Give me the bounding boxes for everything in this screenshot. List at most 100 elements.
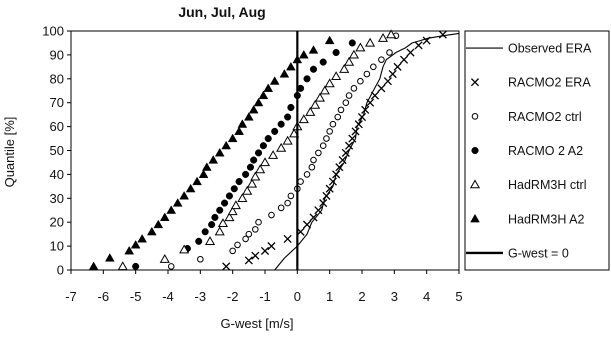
- point-racmo2-ctrl: [252, 226, 259, 233]
- point-hadrm3h-a2: [269, 76, 280, 85]
- point-racmo-2-a2: [216, 206, 224, 214]
- point-racmo-2-a2: [254, 149, 263, 157]
- point-racmo2-ctrl: [337, 106, 345, 114]
- y-tick-label: 90: [50, 47, 64, 62]
- point-racmo2-ctrl: [378, 56, 385, 63]
- point-racmo2-ctrl: [287, 192, 295, 200]
- point-racmo2-era: [325, 184, 334, 193]
- point-racmo-2-a2: [235, 178, 243, 186]
- y-tick-label: 80: [50, 71, 64, 86]
- point-hadrm3h-ctrl: [305, 107, 316, 116]
- y-tick-label: 100: [42, 24, 64, 39]
- y-tick-label: 30: [50, 191, 64, 206]
- point-racmo2-ctrl: [342, 99, 350, 106]
- point-hadrm3h-a2: [221, 140, 232, 150]
- point-racmo2-era: [361, 105, 370, 114]
- point-racmo-2-a2: [132, 262, 140, 270]
- point-racmo-2-a2: [201, 228, 209, 236]
- legend-swatch-hadrm3h-a2: [470, 213, 480, 223]
- point-racmo-2-a2: [332, 48, 340, 57]
- point-hadrm3h-a2: [185, 183, 196, 193]
- point-racmo2-era: [267, 242, 276, 251]
- point-hadrm3h-a2: [308, 45, 319, 54]
- point-hadrm3h-a2: [248, 104, 259, 114]
- x-tick-label: -3: [195, 289, 207, 304]
- legend-swatch-hadrm3h-ctrl: [469, 179, 481, 189]
- y-tick-label: 60: [50, 119, 64, 134]
- point-hadrm3h-a2: [159, 212, 170, 221]
- point-hadrm3h-a2: [88, 261, 99, 270]
- point-racmo2-era: [332, 170, 341, 179]
- point-racmo2-ctrl: [234, 241, 241, 249]
- point-racmo2-era: [383, 77, 392, 86]
- point-racmo2-ctrl: [245, 230, 253, 238]
- point-hadrm3h-ctrl: [217, 218, 229, 228]
- point-hadrm3h-a2: [198, 169, 209, 178]
- point-racmo2-era: [370, 91, 379, 100]
- point-racmo2-ctrl: [277, 204, 285, 212]
- point-hadrm3h-ctrl: [179, 244, 190, 254]
- x-tick-label: 1: [326, 289, 333, 304]
- point-racmo-2-a2: [195, 237, 203, 245]
- x-tick-label: -5: [130, 289, 142, 304]
- point-racmo-2-a2: [242, 170, 250, 178]
- point-hadrm3h-ctrl: [365, 37, 376, 47]
- point-hadrm3h-ctrl: [348, 49, 359, 59]
- legend-label-racmo2-ctrl: RACMO2 ctrl: [508, 110, 582, 124]
- point-hadrm3h-ctrl: [250, 171, 261, 181]
- point-racmo2-era: [328, 177, 337, 186]
- point-racmo2-era: [351, 127, 360, 136]
- point-racmo2-era: [345, 141, 354, 150]
- series-line-observed-era: [274, 32, 460, 271]
- point-hadrm3h-ctrl: [344, 56, 355, 66]
- legend-label-racmo2-era: RACMO2 ERA: [508, 76, 591, 90]
- point-racmo2-ctrl: [167, 263, 175, 270]
- point-hadrm3h-a2: [286, 61, 296, 71]
- x-tick-label: 4: [423, 289, 430, 304]
- point-racmo2-ctrl: [268, 211, 275, 219]
- legend-swatch-racmo2-ctrl: [471, 113, 479, 120]
- point-hadrm3h-a2: [192, 176, 202, 186]
- point-racmo2-era: [438, 30, 447, 39]
- point-hadrm3h-ctrl: [282, 135, 293, 145]
- point-racmo2-ctrl: [284, 199, 291, 207]
- point-racmo-2-a2: [319, 58, 327, 66]
- point-hadrm3h-ctrl: [355, 42, 366, 52]
- point-racmo-2-a2: [225, 192, 233, 200]
- point-hadrm3h-a2: [214, 147, 225, 157]
- y-axis-label: Quantile [%]: [2, 117, 17, 188]
- point-racmo2-era: [302, 220, 312, 229]
- x-tick-label: 3: [391, 289, 398, 304]
- point-racmo-2-a2: [284, 113, 292, 121]
- point-racmo2-era: [222, 262, 231, 271]
- point-racmo2-ctrl: [326, 128, 333, 135]
- point-hadrm3h-a2: [258, 90, 269, 100]
- point-racmo-2-a2: [264, 135, 272, 143]
- point-hadrm3h-ctrl: [377, 32, 389, 42]
- point-hadrm3h-ctrl: [224, 212, 235, 222]
- x-tick-label: 5: [455, 289, 462, 304]
- y-tick-label: 20: [50, 215, 64, 230]
- point-racmo-2-a2: [246, 163, 254, 171]
- legend-label-hadrm3h-a2: HadRM3H A2: [508, 212, 584, 226]
- chart-title: Jun, Jul, Aug: [178, 4, 265, 20]
- point-racmo2-ctrl: [255, 218, 262, 226]
- y-tick-label: 70: [50, 95, 64, 110]
- point-hadrm3h-a2: [201, 162, 212, 171]
- y-tick-label: 0: [57, 263, 64, 278]
- point-hadrm3h-ctrl: [230, 200, 241, 210]
- point-racmo2-ctrl: [323, 135, 330, 142]
- point-hadrm3h-ctrl: [237, 193, 248, 202]
- point-racmo2-ctrl: [242, 235, 249, 243]
- legend-swatch-racmo-2-a2: [471, 146, 479, 155]
- point-hadrm3h-a2: [298, 49, 309, 59]
- point-racmo2-era: [314, 206, 323, 215]
- point-racmo2-era: [388, 69, 397, 79]
- legend-label-observed-era: Observed ERA: [508, 42, 592, 56]
- y-tick-label: 50: [50, 143, 64, 158]
- point-racmo-2-a2: [211, 213, 219, 221]
- point-racmo-2-a2: [348, 39, 356, 47]
- legend-label-g-west-0: G-west = 0: [508, 246, 569, 260]
- x-tick-label: 2: [358, 289, 365, 304]
